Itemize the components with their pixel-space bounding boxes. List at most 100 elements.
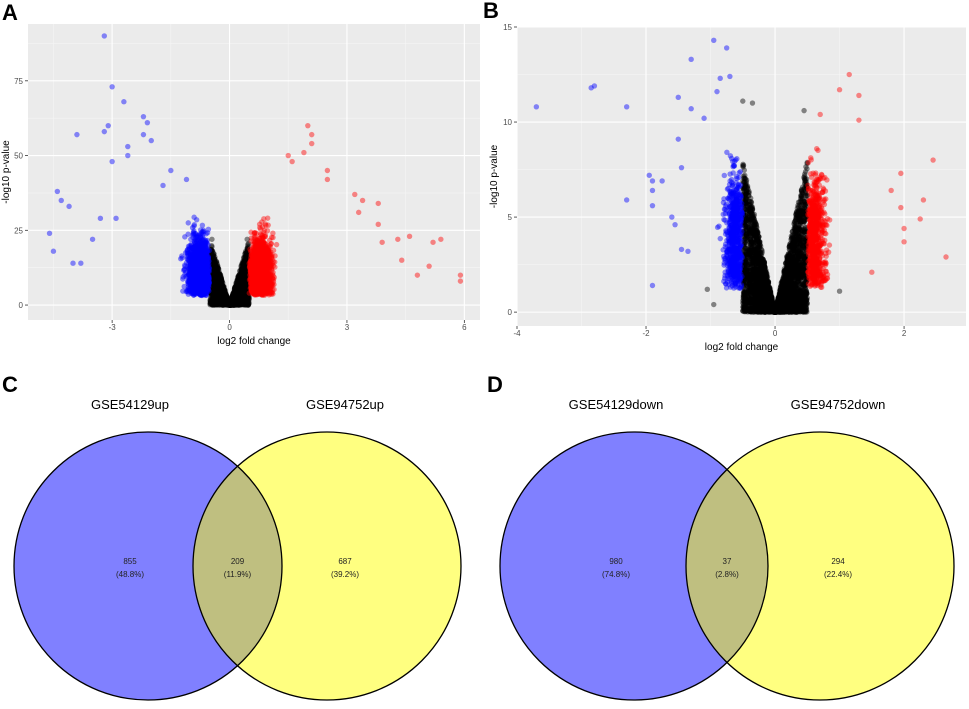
point-not-significant — [209, 288, 216, 295]
point-not-significant — [216, 288, 223, 295]
point-not-significant — [211, 256, 217, 263]
point-not-significant — [233, 295, 239, 302]
point-not-significant — [214, 280, 221, 286]
point-not-significant — [232, 293, 239, 300]
point-not-significant — [216, 276, 222, 283]
point-not-significant — [211, 301, 218, 308]
point-not-significant — [242, 259, 249, 265]
point-not-significant — [219, 288, 225, 294]
point-not-significant — [216, 302, 222, 308]
point-down — [191, 214, 197, 220]
point-not-significant — [210, 278, 217, 285]
point-not-significant — [224, 294, 230, 300]
point-not-significant — [211, 291, 218, 297]
point-not-significant — [233, 293, 239, 299]
point-not-significant — [219, 297, 226, 304]
point-not-significant — [239, 261, 246, 267]
point-not-significant — [216, 274, 222, 280]
point-not-significant — [208, 266, 214, 272]
point-not-significant — [222, 293, 228, 299]
point-not-significant — [209, 286, 215, 293]
point-not-significant — [231, 289, 238, 295]
point-not-significant — [233, 290, 240, 296]
point-not-significant — [230, 295, 237, 301]
point-not-significant — [210, 300, 217, 307]
point-not-significant — [215, 271, 222, 278]
point-not-significant — [243, 256, 249, 262]
point-not-significant — [226, 302, 233, 308]
point-not-significant — [229, 293, 236, 299]
point-not-significant — [209, 302, 216, 308]
point-not-significant — [230, 290, 237, 296]
point-not-significant — [229, 297, 235, 304]
point-not-significant — [242, 297, 248, 304]
point-not-significant — [220, 295, 227, 301]
point-not-significant — [209, 300, 215, 307]
point-not-significant — [212, 301, 219, 308]
point-not-significant — [237, 302, 243, 308]
point-not-significant — [217, 287, 224, 294]
point-not-significant — [220, 296, 227, 302]
point-not-significant — [226, 301, 232, 307]
point-down — [198, 274, 205, 280]
point-not-significant — [216, 291, 223, 298]
point-not-significant — [242, 284, 248, 291]
point-not-significant — [234, 280, 241, 287]
point-not-significant — [242, 274, 249, 280]
point-not-significant — [224, 302, 231, 308]
point-not-significant — [229, 302, 235, 308]
point-not-significant — [208, 293, 214, 299]
point-not-significant — [222, 296, 228, 302]
point-not-significant — [231, 299, 238, 305]
x-tick-label: 0 — [227, 323, 232, 332]
point-not-significant — [245, 261, 251, 267]
point-not-significant — [225, 301, 232, 308]
point-not-significant — [228, 300, 235, 306]
point-not-significant — [211, 258, 218, 265]
point-not-significant — [222, 302, 228, 308]
point-not-significant — [213, 302, 220, 308]
point-not-significant — [218, 275, 224, 282]
point-not-significant — [227, 302, 233, 308]
point-not-significant — [228, 298, 234, 304]
point-not-significant — [242, 251, 248, 257]
point-not-significant — [208, 250, 214, 257]
point-not-significant — [243, 260, 250, 267]
point-not-significant — [210, 279, 216, 285]
point-not-significant — [233, 294, 240, 300]
point-down — [186, 269, 193, 276]
point-not-significant — [214, 300, 220, 306]
point-not-significant — [235, 274, 242, 281]
point-not-significant — [230, 293, 236, 299]
point-not-significant — [242, 272, 248, 278]
point-not-significant — [231, 302, 237, 308]
point-not-significant — [213, 273, 219, 279]
point-not-significant — [231, 292, 237, 298]
point-not-significant — [231, 288, 238, 294]
point-not-significant — [216, 281, 222, 288]
point-up — [248, 229, 254, 235]
point-not-significant — [230, 302, 236, 308]
point-not-significant — [210, 262, 216, 268]
point-not-significant — [244, 276, 250, 282]
point-not-significant — [218, 277, 224, 283]
point-not-significant — [235, 296, 242, 302]
point-not-significant — [228, 302, 234, 308]
point-not-significant — [221, 288, 227, 295]
point-not-significant — [245, 246, 251, 253]
point-not-significant — [212, 265, 219, 271]
point-not-significant — [209, 264, 216, 270]
point-not-significant — [210, 298, 217, 304]
point-not-significant — [239, 278, 245, 284]
point-not-significant — [225, 301, 232, 307]
point-not-significant — [216, 266, 222, 272]
point-not-significant — [229, 299, 236, 306]
point-not-significant — [234, 300, 241, 307]
point-not-significant — [242, 282, 249, 289]
point-not-significant — [232, 301, 239, 308]
point-not-significant — [233, 288, 240, 295]
point-not-significant — [221, 296, 227, 302]
point-not-significant — [231, 301, 238, 307]
point-not-significant — [245, 256, 252, 262]
point-not-significant — [243, 259, 249, 266]
